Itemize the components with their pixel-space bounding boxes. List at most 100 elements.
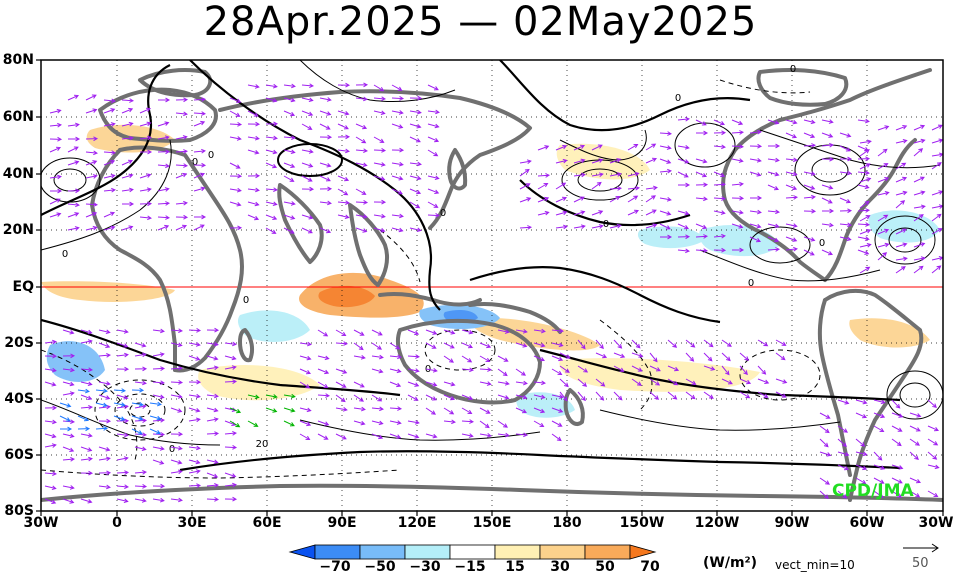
wind-vector-arrow bbox=[409, 201, 421, 209]
wind-vector-arrow bbox=[515, 368, 526, 376]
coast-africa-west bbox=[90, 148, 177, 372]
wind-vector-arrow bbox=[407, 420, 420, 425]
wind-vector-arrow bbox=[389, 406, 403, 411]
contour-thick-2 bbox=[189, 60, 441, 311]
wind-vector-arrow bbox=[757, 391, 769, 398]
wind-vector-arrow bbox=[391, 175, 404, 181]
wind-vector-arrow bbox=[739, 391, 751, 399]
wind-vector-arrow bbox=[721, 365, 730, 376]
wind-vector-arrow bbox=[49, 136, 63, 142]
wind-vector-arrow bbox=[931, 228, 943, 235]
wind-vector-arrow bbox=[319, 134, 333, 140]
wind-vector-arrow bbox=[283, 393, 296, 399]
contour-label: 0 bbox=[208, 150, 214, 161]
contour-thick-1 bbox=[41, 64, 171, 216]
wind-vector-arrow bbox=[873, 451, 883, 461]
wind-vector-arrow bbox=[44, 443, 57, 448]
wind-vector-arrow bbox=[44, 471, 57, 477]
wind-vector-arrow bbox=[609, 172, 622, 177]
wind-vector-arrow bbox=[677, 248, 690, 254]
wind-vector-arrow bbox=[821, 249, 834, 256]
wind-vector-arrow bbox=[677, 234, 691, 240]
wind-vector-arrow bbox=[224, 341, 237, 347]
wind-vector-arrow bbox=[731, 210, 744, 215]
wind-vector-arrow bbox=[555, 210, 568, 216]
wind-vector-arrow bbox=[299, 420, 312, 427]
wind-vector-arrow bbox=[877, 242, 890, 248]
wind-vector-arrow bbox=[113, 388, 127, 393]
wind-vector-arrow bbox=[731, 223, 744, 229]
wind-vector-arrow bbox=[353, 381, 365, 388]
wind-vector-arrow bbox=[373, 199, 387, 205]
wind-vector-arrow bbox=[188, 445, 201, 451]
wind-vector-arrow bbox=[703, 339, 714, 348]
wind-vector-arrow bbox=[821, 119, 834, 124]
wind-vector-arrow bbox=[537, 145, 550, 151]
wind-vector-arrow bbox=[247, 394, 260, 400]
wind-vector-arrow bbox=[695, 223, 708, 230]
wind-vector-arrow bbox=[175, 111, 188, 117]
wind-vector-arrow bbox=[229, 97, 242, 103]
wind-vector-arrow bbox=[95, 388, 108, 394]
anomaly-negative-atlantic-n bbox=[868, 210, 940, 243]
wind-vector-arrow bbox=[44, 433, 57, 439]
wind-vector-arrow bbox=[301, 83, 314, 89]
wind-vector-arrow bbox=[895, 162, 907, 170]
wind-vector-arrow bbox=[193, 97, 207, 102]
wind-vector-arrow bbox=[80, 329, 93, 335]
wind-vector-arrow bbox=[283, 149, 296, 155]
contour-label: 0 bbox=[790, 64, 796, 75]
wind-vector-arrow bbox=[627, 185, 640, 191]
wind-vector-arrow bbox=[317, 381, 329, 389]
lon-label: 60E bbox=[252, 515, 282, 531]
wind-vector-arrow bbox=[749, 171, 762, 177]
wind-vector-arrow bbox=[299, 341, 312, 347]
wind-vector-arrow bbox=[95, 426, 109, 431]
wind-vector-arrow bbox=[713, 130, 727, 136]
wind-vector-arrow bbox=[247, 420, 259, 427]
wind-vector-arrow bbox=[49, 174, 62, 180]
wind-vector-arrow bbox=[206, 355, 219, 361]
wind-vector-arrow bbox=[479, 342, 492, 349]
wind-vector-arrow bbox=[103, 173, 116, 179]
wind-vector-arrow bbox=[913, 176, 925, 183]
wind-vector-arrow bbox=[555, 224, 568, 230]
wind-vector-arrow bbox=[519, 183, 531, 190]
wind-vector-arrow bbox=[389, 433, 402, 439]
wind-vector-arrow bbox=[175, 163, 189, 168]
wind-vector-arrow bbox=[85, 225, 98, 231]
wind-vector-arrow bbox=[116, 394, 129, 400]
wind-vector-arrow bbox=[909, 477, 922, 484]
wind-vector-arrow bbox=[819, 425, 830, 434]
contour-closed-aus bbox=[424, 329, 496, 371]
wind-vector-arrow bbox=[353, 420, 366, 426]
wind-vector-arrow bbox=[803, 143, 817, 148]
wind-vector-arrow bbox=[247, 121, 261, 127]
lon-label: 30E bbox=[177, 515, 207, 531]
wind-vector-arrow bbox=[229, 187, 242, 193]
wind-vector-arrow bbox=[877, 190, 890, 196]
wind-vector-arrow bbox=[559, 352, 571, 359]
wind-vector-arrow bbox=[139, 201, 153, 207]
wind-vector-arrow bbox=[62, 498, 75, 504]
wind-vector-arrow bbox=[319, 123, 331, 130]
wind-vector-arrow bbox=[591, 172, 604, 177]
wind-vector-arrow bbox=[355, 82, 369, 88]
wind-vector-arrow bbox=[62, 329, 75, 335]
contour-closed-sio bbox=[94, 379, 186, 441]
coast-southeast-asia bbox=[348, 203, 389, 287]
wind-vector-arrow bbox=[60, 426, 73, 432]
wind-vector-arrow bbox=[803, 208, 817, 214]
colorbar-label: 50 bbox=[595, 559, 615, 575]
wind-vector-arrow bbox=[859, 163, 871, 170]
wind-vector-arrow bbox=[767, 157, 780, 163]
wind-vectors bbox=[44, 82, 943, 504]
lat-label: 40N bbox=[2, 166, 34, 182]
wind-vector-arrow bbox=[389, 420, 402, 425]
wind-vector-arrow bbox=[551, 394, 564, 399]
wind-vector-arrow bbox=[857, 118, 870, 124]
wind-vector-arrow bbox=[731, 119, 744, 126]
wind-vector-arrow bbox=[821, 197, 833, 204]
lon-label: 180 bbox=[552, 515, 582, 531]
wind-vector-arrow bbox=[497, 394, 510, 400]
